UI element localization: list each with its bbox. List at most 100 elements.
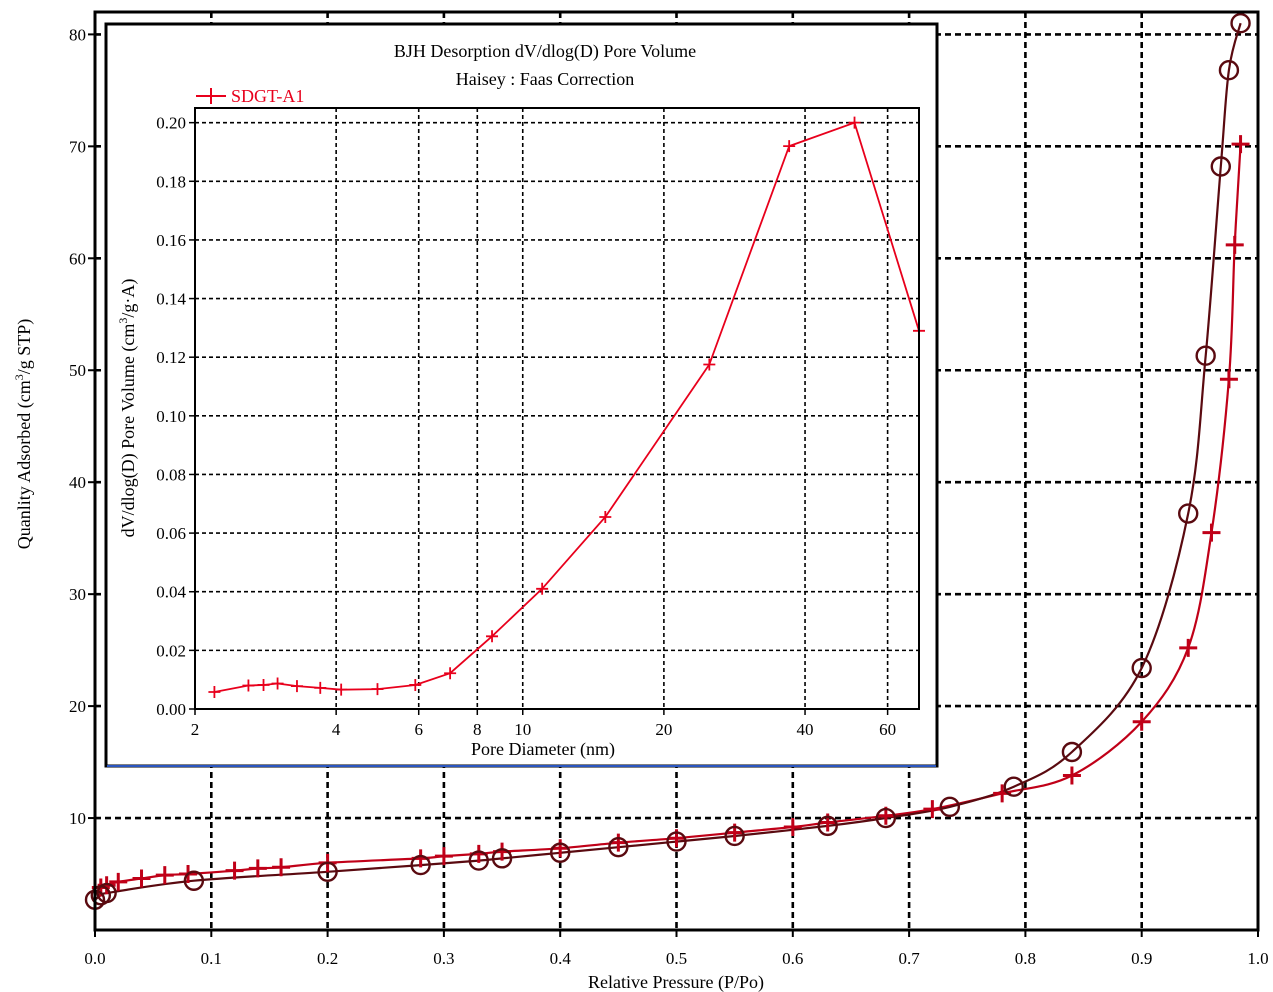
main-x-tick-label: 0.3 [433, 949, 454, 968]
main-x-tick-label: 0.8 [1015, 949, 1036, 968]
inset-chart: BJH Desorption dV/dlog(D) Pore Volume Ha… [104, 22, 939, 768]
desorption-point [724, 825, 745, 847]
pore-volume-point [242, 679, 255, 692]
inset-y-tick-label: 0.14 [156, 290, 186, 309]
desorption-point [468, 850, 489, 871]
main-y-tick-label: 10 [69, 809, 86, 828]
main-y-tick-label: 70 [69, 137, 86, 156]
pore-volume-point [290, 680, 303, 693]
main-x-tick-label: 0.6 [782, 949, 803, 968]
pore-volume-point [783, 140, 796, 153]
inset-x-tick-label: 60 [879, 720, 896, 739]
main-y-tick-label: 40 [69, 473, 86, 492]
inset-y-tick-label: 0.06 [156, 524, 186, 543]
inset-y-tick-label: 0.20 [156, 114, 186, 133]
pore-volume-point [599, 510, 612, 523]
inset-y-tick-label: 0.00 [156, 700, 186, 719]
main-y-tick-label: 20 [69, 697, 86, 716]
inset-subtitle: Haisey : Faas Correction [456, 69, 634, 89]
adsorption-point [609, 833, 628, 852]
inset-y-tick-label: 0.16 [156, 231, 186, 250]
pore-volume-point [208, 685, 221, 698]
inset-curve [208, 116, 925, 698]
inset-y-tick-label: 0.12 [156, 348, 186, 367]
desorption-point [1178, 503, 1199, 524]
adsorption-point [132, 869, 151, 888]
pore-volume-point [703, 358, 716, 371]
inset-y-tick-label: 0.02 [156, 641, 186, 660]
inset-x-tick-label: 40 [797, 720, 814, 739]
desorption-point [1210, 156, 1231, 177]
pore-volume-point [848, 116, 861, 129]
inset-x-tick-label: 20 [655, 720, 672, 739]
pore-volume-point [271, 677, 284, 690]
main-y-tick-label: 60 [69, 249, 86, 268]
desorption-curve [94, 22, 1242, 901]
adsorption-point [923, 800, 942, 819]
pore-volume-point [444, 667, 457, 680]
main-x-tick-label: 0.9 [1131, 949, 1152, 968]
inset-x-tick-label: 10 [514, 720, 531, 739]
main-x-tick-label: 0.7 [898, 949, 920, 968]
main-y-tick-label: 30 [69, 585, 86, 604]
inset-x-tick-label: 6 [414, 720, 423, 739]
desorption-point [875, 807, 897, 829]
inset-x-axis-label: Pore Diameter (nm) [471, 739, 615, 760]
inset-x-tick-label: 8 [473, 720, 482, 739]
pore-volume-point [371, 683, 384, 696]
main-x-tick-label: 0.1 [201, 949, 222, 968]
main-x-axis-label: Relative Pressure (P/Po) [588, 972, 764, 992]
inset-legend: SDGT-A1 [196, 86, 304, 106]
pore-volume-point [536, 582, 549, 595]
main-y-axis-label: Quanlity Adsorbed (cm3/g STP) [12, 319, 35, 550]
legend-label: SDGT-A1 [231, 86, 304, 106]
desorption-point [183, 870, 205, 891]
desorption-point [817, 815, 838, 837]
desorption-point [1230, 12, 1251, 34]
inset-gridlines [195, 108, 919, 709]
desorption-point [317, 861, 338, 882]
adsorption-point [1231, 135, 1250, 154]
desorption-point [550, 842, 571, 863]
adsorption-point [248, 859, 267, 878]
inset-title: BJH Desorption dV/dlog(D) Pore Volume [394, 41, 696, 62]
inset-x-tick-label: 4 [332, 720, 341, 739]
adsorption-point [1219, 370, 1238, 389]
desorption-point [1131, 657, 1152, 679]
pore-volume-point [409, 678, 422, 691]
pore-volume-point [314, 681, 327, 694]
inset-y-axis-label: dV/dlog(D) Pore Volume (cm3/g·A) [116, 279, 139, 538]
main-y-tick-label: 50 [69, 361, 86, 380]
desorption-point [96, 882, 117, 904]
desorption-point [608, 836, 629, 858]
desorption-point [1003, 776, 1024, 797]
desorption-point [491, 848, 513, 869]
desorption-point [939, 796, 961, 818]
desorption-point [1195, 345, 1216, 366]
desorption-point [666, 831, 687, 852]
desorption-point [1061, 741, 1083, 763]
adsorption-point [1225, 235, 1244, 254]
pore-volume-point [335, 683, 348, 696]
inset-y-tick-label: 0.08 [156, 465, 186, 484]
inset-y-tick-label: 0.10 [156, 407, 186, 426]
adsorption-point [225, 861, 244, 880]
adsorption-point [109, 872, 128, 891]
pore-volume-point [486, 630, 499, 643]
adsorption-point [783, 818, 802, 837]
inset-tick-labels: 2 4 6 8 10 20 40 60 0.00 0.02 0.04 0.06 0.08 0.10 0.12… [156, 114, 896, 739]
main-tick-labels: 0.0 0.1 0.2 0.3 0.4 0.5 0.6 0.7 0.8 0.9 1.0 10 20 30 4… [69, 25, 1269, 968]
adsorption-point [155, 866, 174, 885]
adsorption-point [272, 858, 291, 877]
main-x-tick-label: 0.2 [317, 949, 338, 968]
adsorption-point [1132, 712, 1151, 731]
inset-y-tick-label: 0.18 [156, 172, 186, 191]
main-x-tick-label: 0.0 [84, 949, 105, 968]
adsorption-point [551, 839, 570, 858]
desorption-point [410, 854, 431, 876]
adsorption-point [1062, 766, 1081, 785]
desorption-point [1218, 60, 1240, 81]
inset-plot-frame [194, 107, 920, 710]
main-x-tick-label: 0.4 [550, 949, 572, 968]
